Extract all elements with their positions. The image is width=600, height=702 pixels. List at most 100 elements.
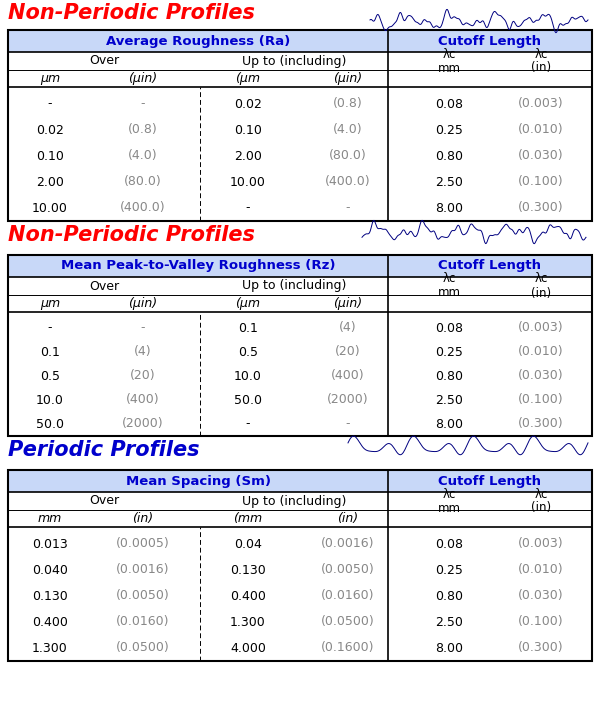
Text: (0.003): (0.003) <box>518 322 564 334</box>
Text: Average Roughness (Ra): Average Roughness (Ra) <box>106 34 290 48</box>
Text: 10.0: 10.0 <box>234 369 262 383</box>
Text: (0.030): (0.030) <box>518 369 564 383</box>
Text: Mean Peak-to-Valley Roughness (Rz): Mean Peak-to-Valley Roughness (Rz) <box>61 260 335 272</box>
Text: (4): (4) <box>339 322 357 334</box>
Text: (0.0500): (0.0500) <box>321 616 375 628</box>
Text: 0.08: 0.08 <box>435 322 463 334</box>
Text: Cutoff Length: Cutoff Length <box>439 475 542 487</box>
Bar <box>8 470 388 492</box>
Text: λc
(in): λc (in) <box>531 48 551 74</box>
Text: (0.8): (0.8) <box>128 124 158 136</box>
Text: (μin): (μin) <box>128 72 158 85</box>
Text: (80.0): (80.0) <box>124 176 162 189</box>
Bar <box>8 30 592 221</box>
Text: (0.030): (0.030) <box>518 590 564 602</box>
Text: (0.300): (0.300) <box>518 201 564 215</box>
Text: (4): (4) <box>134 345 152 359</box>
Text: (μin): (μin) <box>128 297 158 310</box>
Text: 0.80: 0.80 <box>435 369 463 383</box>
Text: (2000): (2000) <box>122 418 164 430</box>
Text: (mm: (mm <box>233 512 263 525</box>
Text: (0.0500): (0.0500) <box>116 642 170 654</box>
Text: Cutoff Length: Cutoff Length <box>439 260 542 272</box>
Text: λc
mm: λc mm <box>438 48 461 74</box>
Text: 2.50: 2.50 <box>435 616 463 628</box>
Text: 0.5: 0.5 <box>40 369 60 383</box>
Text: 0.10: 0.10 <box>234 124 262 136</box>
Text: (20): (20) <box>335 345 361 359</box>
Text: (in): (in) <box>133 512 154 525</box>
Text: -: - <box>346 201 350 215</box>
Text: 0.130: 0.130 <box>230 564 266 576</box>
Text: Non-Periodic Profiles: Non-Periodic Profiles <box>8 225 255 245</box>
Text: 0.80: 0.80 <box>435 590 463 602</box>
Text: (400): (400) <box>331 369 365 383</box>
Text: 0.013: 0.013 <box>32 538 68 550</box>
Text: (0.0016): (0.0016) <box>116 564 170 576</box>
Text: 0.10: 0.10 <box>36 150 64 162</box>
Text: λc
mm: λc mm <box>438 487 461 515</box>
Text: 0.25: 0.25 <box>435 564 463 576</box>
Text: Over: Over <box>89 494 119 508</box>
Text: (0.003): (0.003) <box>518 98 564 110</box>
Text: Periodic Profiles: Periodic Profiles <box>8 440 199 460</box>
Text: -: - <box>346 418 350 430</box>
Bar <box>388 30 592 52</box>
Text: 0.400: 0.400 <box>230 590 266 602</box>
Text: Up to (including): Up to (including) <box>242 279 346 293</box>
Text: (0.0005): (0.0005) <box>116 538 170 550</box>
Text: (0.100): (0.100) <box>518 176 564 189</box>
Text: mm: mm <box>38 512 62 525</box>
Text: Up to (including): Up to (including) <box>242 494 346 508</box>
Text: 1.300: 1.300 <box>32 642 68 654</box>
Bar <box>8 255 592 436</box>
Text: 0.04: 0.04 <box>234 538 262 550</box>
Text: 0.25: 0.25 <box>435 345 463 359</box>
Text: (0.100): (0.100) <box>518 616 564 628</box>
Text: 0.08: 0.08 <box>435 538 463 550</box>
Text: (400.0): (400.0) <box>325 176 371 189</box>
Text: (0.010): (0.010) <box>518 124 564 136</box>
Text: (400.0): (400.0) <box>120 201 166 215</box>
Text: 2.50: 2.50 <box>435 176 463 189</box>
Text: (in): (in) <box>337 512 359 525</box>
Text: Up to (including): Up to (including) <box>242 55 346 67</box>
Text: (μin): (μin) <box>334 72 362 85</box>
Text: -: - <box>141 322 145 334</box>
Text: (μm: (μm <box>235 297 260 310</box>
Text: (0.010): (0.010) <box>518 564 564 576</box>
Text: (4.0): (4.0) <box>333 124 363 136</box>
Text: (80.0): (80.0) <box>329 150 367 162</box>
Text: 0.130: 0.130 <box>32 590 68 602</box>
Text: 2.00: 2.00 <box>36 176 64 189</box>
Text: λc
(in): λc (in) <box>531 487 551 515</box>
Text: 0.1: 0.1 <box>40 345 60 359</box>
Text: (0.0016): (0.0016) <box>321 538 375 550</box>
Text: (μin): (μin) <box>334 297 362 310</box>
Bar <box>8 30 388 52</box>
Text: (0.0050): (0.0050) <box>116 590 170 602</box>
Bar <box>8 255 388 277</box>
Text: (0.8): (0.8) <box>333 98 363 110</box>
Text: μm: μm <box>40 297 60 310</box>
Text: 0.80: 0.80 <box>435 150 463 162</box>
Bar <box>388 470 592 492</box>
Text: (400): (400) <box>126 394 160 406</box>
Text: Cutoff Length: Cutoff Length <box>439 34 542 48</box>
Text: 0.02: 0.02 <box>234 98 262 110</box>
Text: -: - <box>246 418 250 430</box>
Text: 8.00: 8.00 <box>435 201 463 215</box>
Text: -: - <box>246 201 250 215</box>
Text: 10.00: 10.00 <box>32 201 68 215</box>
Text: 0.040: 0.040 <box>32 564 68 576</box>
Text: λc
mm: λc mm <box>438 272 461 300</box>
Text: (μm: (μm <box>235 72 260 85</box>
Text: -: - <box>48 322 52 334</box>
Text: 0.5: 0.5 <box>238 345 258 359</box>
Text: (0.100): (0.100) <box>518 394 564 406</box>
Text: (4.0): (4.0) <box>128 150 158 162</box>
Text: 2.00: 2.00 <box>234 150 262 162</box>
Text: (0.003): (0.003) <box>518 538 564 550</box>
Text: 8.00: 8.00 <box>435 418 463 430</box>
Text: 10.0: 10.0 <box>36 394 64 406</box>
